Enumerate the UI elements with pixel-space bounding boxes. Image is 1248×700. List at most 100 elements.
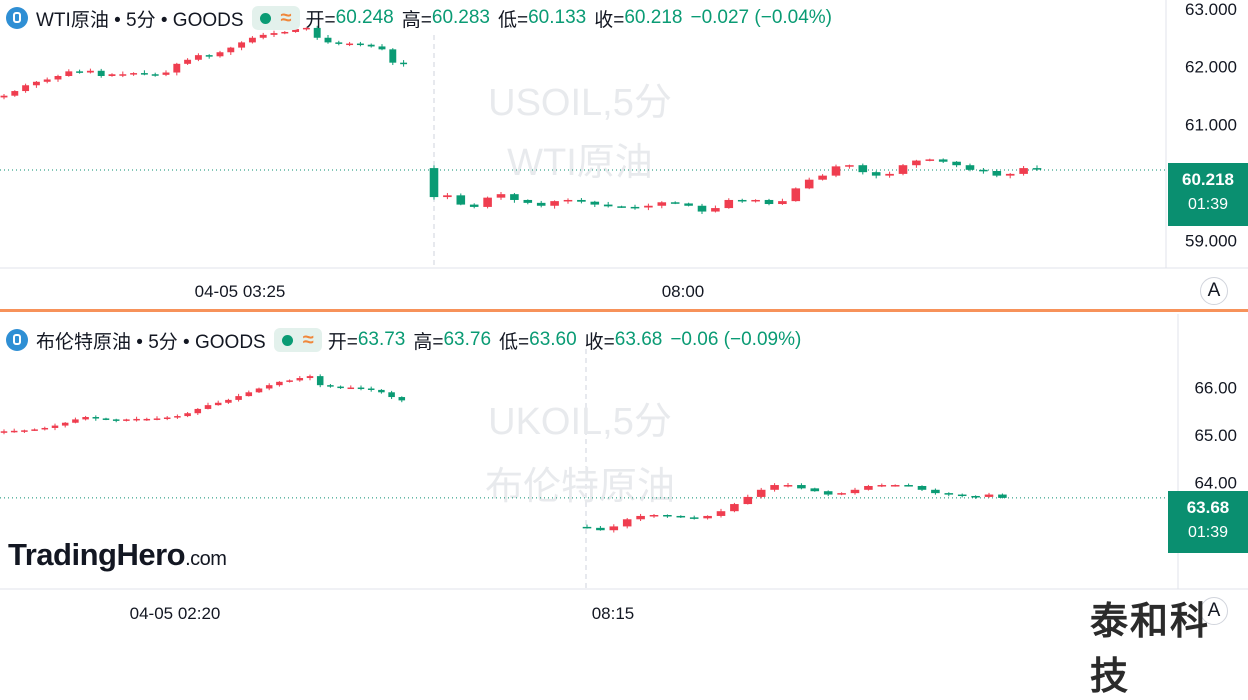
candle-body [143,418,151,421]
candle-body [41,427,49,430]
candle-body [590,201,600,205]
candle-body [10,430,18,433]
candle-body [11,91,19,96]
candle-body [837,493,846,495]
candle-body [302,27,310,30]
brent-last-price: 63.68 [1186,498,1230,517]
chart-watermark: UKOIL,5分 [488,401,672,443]
candle-body [971,495,980,498]
candle-body [898,165,908,174]
brent-auto-scale-button[interactable]: A [1200,597,1228,625]
x-tick-label: 04-05 02:20 [130,604,221,623]
candle-body [337,386,344,389]
wti-symbol-title[interactable]: WTI原油 • 5分 • GOODS [36,9,244,31]
candle-body [119,74,127,76]
candle-body [265,385,273,389]
candle-body [205,55,213,57]
candle-body [270,33,278,35]
logo-suffix: .com [185,548,227,570]
candle-body [858,165,868,173]
candle-body [0,95,8,98]
wti-last-price-badge: 60.218 01:39 [1168,163,1248,226]
x-tick-label: 04-05 03:25 [195,282,286,301]
candle-body [31,429,38,431]
candle-body [804,179,814,189]
candle-body [925,159,935,161]
candle-body [235,396,242,400]
candle-body [162,72,170,75]
market-status-pill[interactable]: ≈ [251,6,300,30]
candle-body [670,202,680,204]
candle-body [259,34,267,38]
candle-body [952,161,961,166]
candle-body [603,204,613,207]
close-label: 收= [584,331,615,353]
candle-body [791,188,801,202]
candle-body [43,79,51,82]
low-label: 低= [498,9,529,31]
candle-body [0,431,8,433]
candle-body [306,376,314,379]
logo-main: TradingHero [8,537,186,572]
candle-body [609,526,619,531]
y-tick-label: 62.000 [1185,58,1237,77]
candle-body [730,504,739,512]
brent-countdown: 01:39 [1187,524,1229,541]
x-tick-label: 08:00 [662,282,705,301]
candle-body [51,425,59,428]
y-tick-label: 61.000 [1185,116,1237,135]
candle-body [194,55,202,60]
symbol-lock-icon[interactable] [6,7,28,29]
candle-body [965,165,975,170]
high-label: 高= [413,331,444,353]
candle-body [184,413,191,417]
candle-body [255,388,263,393]
brent-last-price-badge: 63.68 01:39 [1168,491,1248,553]
candle-body [225,399,232,403]
candle-body [296,378,304,381]
candle-body [904,485,913,487]
wti-last-price: 60.218 [1182,170,1234,189]
chart-watermark: WTI原油 [507,142,653,184]
candle-body [751,199,760,202]
candle-body [684,203,693,206]
market-status-pill[interactable]: ≈ [273,328,322,352]
candle-body [163,417,171,419]
low-value: 60.133 [528,7,587,28]
market-open-dot-icon [281,334,293,346]
open-label: 开= [327,331,358,353]
symbol-lock-icon[interactable] [6,329,28,351]
candle-body [797,485,806,489]
candle-body [770,485,779,490]
candle-body [173,63,181,73]
candle-body [82,417,89,420]
candle-body [346,43,354,46]
wti-auto-scale-button[interactable]: A [1200,277,1228,305]
low-value: 63.60 [529,329,577,350]
candle-body [204,405,212,409]
candle-body [248,37,256,43]
candle-body [86,70,94,73]
candle-body [877,485,887,487]
candle-body [443,195,452,198]
candle-body [783,485,793,487]
candle-body [550,201,559,206]
candle-body [194,408,202,414]
candle-body [636,515,645,520]
wti-candlestick-chart[interactable]: USOIL,5分 WTI原油 63.000 62.000 61.000 59.000 04-… [0,0,1248,309]
high-value: 63.76 [443,329,492,350]
candle-body [367,388,375,390]
pane-divider[interactable] [0,309,1248,312]
brent-chart-pane[interactable]: UKOIL,5分 布伦特原油 66.00 65.00 64.00 04-05 02:20 0… [0,314,1248,630]
candle-body [818,175,827,180]
candle-body [313,27,321,38]
candle-body [743,496,753,505]
candle-body [850,489,860,494]
wti-chart-pane[interactable]: USOIL,5分 WTI原油 63.000 62.000 61.000 59.000 04-… [0,0,1248,311]
wti-legend: WTI原油 • 5分 • GOODS ≈ 开= 60.248 高= 60.283 低… [6,3,832,33]
candle-body [216,52,224,57]
candle-body [724,199,734,209]
candle-body [153,418,161,420]
brent-symbol-title[interactable]: 布伦特原油 • 5分 • GOODS [36,331,266,353]
